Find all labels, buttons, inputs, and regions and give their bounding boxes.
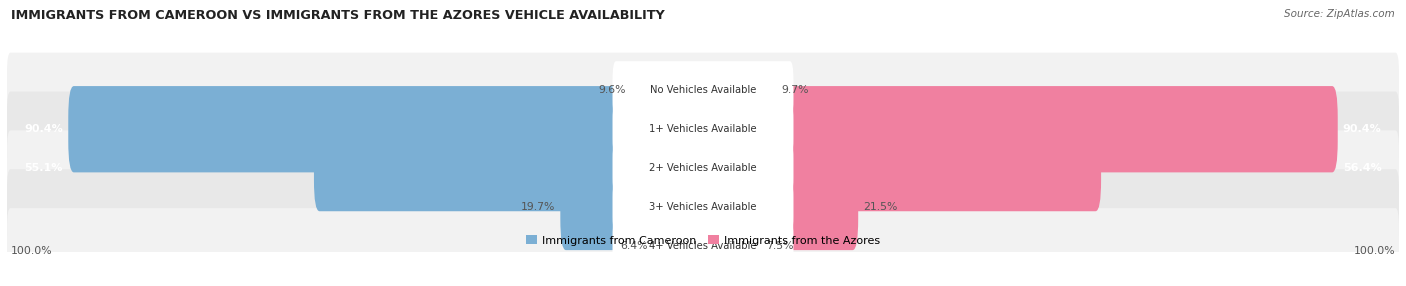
FancyBboxPatch shape xyxy=(613,100,793,158)
FancyBboxPatch shape xyxy=(613,139,793,197)
FancyBboxPatch shape xyxy=(613,217,793,275)
Text: 4+ Vehicles Available: 4+ Vehicles Available xyxy=(650,241,756,251)
Text: IMMIGRANTS FROM CAMEROON VS IMMIGRANTS FROM THE AZORES VEHICLE AVAILABILITY: IMMIGRANTS FROM CAMEROON VS IMMIGRANTS F… xyxy=(11,9,665,21)
Text: 21.5%: 21.5% xyxy=(863,202,897,212)
Text: 90.4%: 90.4% xyxy=(24,124,63,134)
FancyBboxPatch shape xyxy=(314,125,621,211)
FancyBboxPatch shape xyxy=(561,164,621,250)
Text: 7.5%: 7.5% xyxy=(766,241,793,251)
Text: 9.7%: 9.7% xyxy=(780,85,808,95)
FancyBboxPatch shape xyxy=(785,86,1337,172)
Text: 90.4%: 90.4% xyxy=(1343,124,1382,134)
Text: Source: ZipAtlas.com: Source: ZipAtlas.com xyxy=(1284,9,1395,19)
FancyBboxPatch shape xyxy=(7,169,1399,245)
Text: 100.0%: 100.0% xyxy=(10,245,52,255)
Text: 6.4%: 6.4% xyxy=(620,241,648,251)
FancyBboxPatch shape xyxy=(7,53,1399,128)
Text: 2+ Vehicles Available: 2+ Vehicles Available xyxy=(650,163,756,173)
Text: No Vehicles Available: No Vehicles Available xyxy=(650,85,756,95)
Text: 56.4%: 56.4% xyxy=(1343,163,1382,173)
Text: 3+ Vehicles Available: 3+ Vehicles Available xyxy=(650,202,756,212)
FancyBboxPatch shape xyxy=(7,92,1399,167)
Text: 9.6%: 9.6% xyxy=(598,85,626,95)
Text: 1+ Vehicles Available: 1+ Vehicles Available xyxy=(650,124,756,134)
FancyBboxPatch shape xyxy=(613,178,793,236)
FancyBboxPatch shape xyxy=(785,164,858,250)
Text: 19.7%: 19.7% xyxy=(522,202,555,212)
Text: 55.1%: 55.1% xyxy=(24,163,63,173)
FancyBboxPatch shape xyxy=(785,125,1101,211)
FancyBboxPatch shape xyxy=(7,130,1399,206)
FancyBboxPatch shape xyxy=(7,208,1399,283)
Text: 100.0%: 100.0% xyxy=(1354,245,1396,255)
Legend: Immigrants from Cameroon, Immigrants from the Azores: Immigrants from Cameroon, Immigrants fro… xyxy=(522,231,884,250)
FancyBboxPatch shape xyxy=(69,86,621,172)
FancyBboxPatch shape xyxy=(613,61,793,120)
